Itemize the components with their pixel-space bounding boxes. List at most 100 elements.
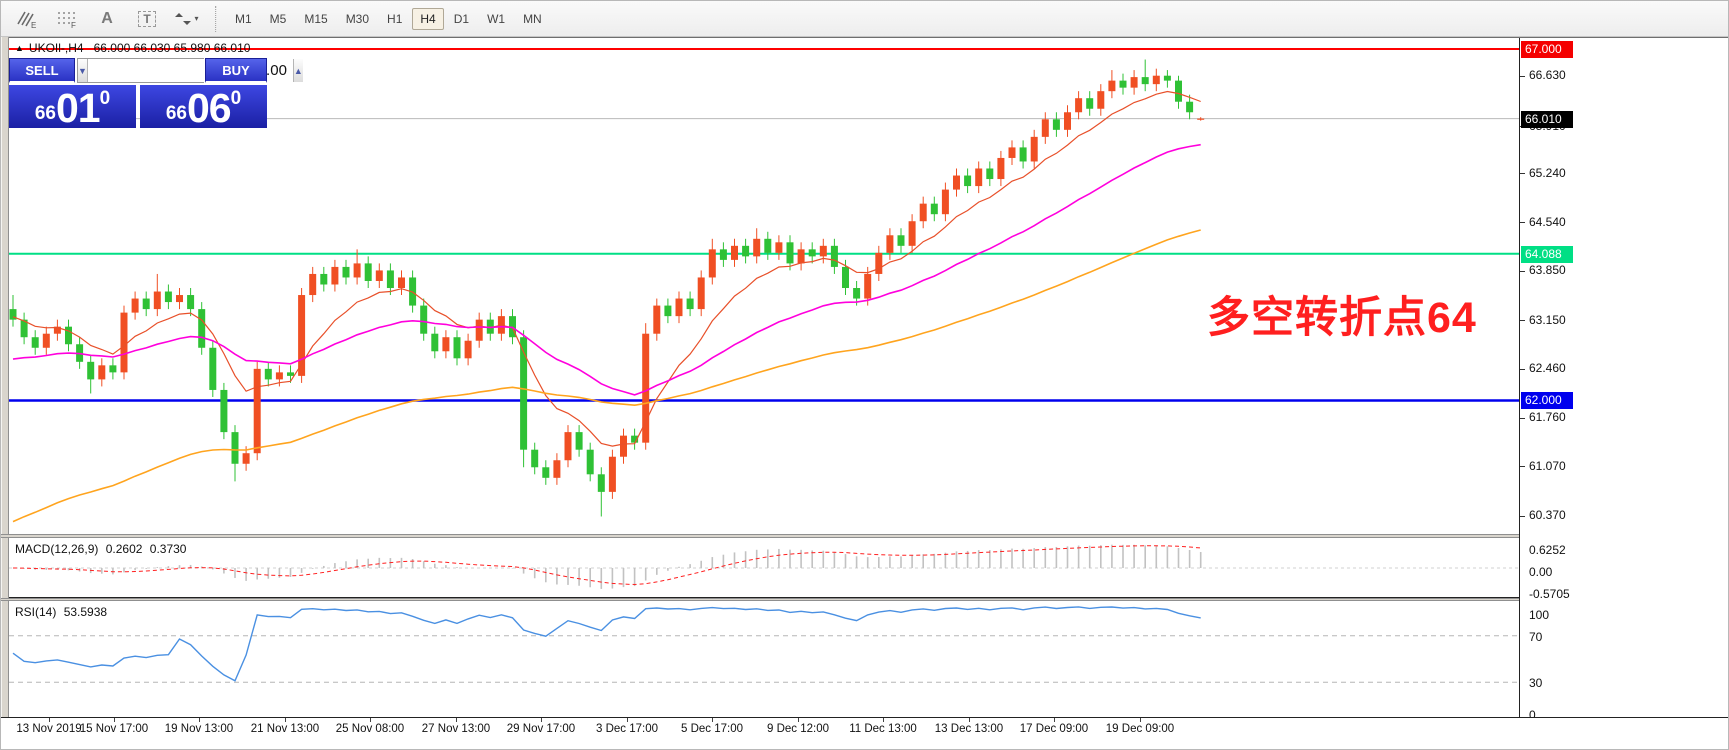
macd-signal-line xyxy=(12,545,1201,586)
time-tick xyxy=(627,718,628,722)
macd-axis-label: 0.6252 xyxy=(1529,543,1566,557)
one-click-trade-panel: SELL ▼ ▲ BUY 66 01 0 66 06 0 xyxy=(9,58,303,132)
rsi-name: RSI(14) xyxy=(15,605,57,619)
time-tick xyxy=(712,718,713,722)
fast-ma-line xyxy=(12,90,1201,447)
macd-axis-label: 0.00 xyxy=(1529,565,1553,579)
macd-main-value: 0.2602 xyxy=(105,542,143,556)
time-tick xyxy=(49,718,50,722)
buy-price-small: 66 xyxy=(165,103,187,124)
chart-annotation-text: 多空转折点64 xyxy=(1207,294,1477,342)
time-tick xyxy=(370,718,371,722)
tf-button-M1[interactable]: M1 xyxy=(235,11,252,26)
grid-icon[interactable]: F xyxy=(51,6,83,32)
tf-button-H4[interactable]: H4 xyxy=(412,7,444,30)
price-axis[interactable]: 66.63065.91065.24064.54063.85063.15062.4… xyxy=(1519,38,1728,722)
time-label: 27 Nov 13:00 xyxy=(421,723,491,735)
toolbar-separator xyxy=(215,5,217,32)
candles-layer xyxy=(9,59,1205,517)
tf-button-M5[interactable]: M5 xyxy=(269,11,287,26)
macd-axis-label: -0.5705 xyxy=(1529,587,1570,601)
dropdown-caret-icon: ▾ xyxy=(194,14,199,23)
price-badge-67.000: 67.000 xyxy=(1521,40,1573,58)
rsi-axis-label: 30 xyxy=(1529,676,1543,690)
volume-increase-button[interactable]: ▲ xyxy=(292,59,303,82)
time-tick xyxy=(1140,718,1141,722)
toolbar: E F A T ▾ M1 M5 M15 M30 H1 H4 D1 W1 MN xyxy=(1,1,1728,37)
rsi-value: 53.5938 xyxy=(63,605,108,619)
price-tick-dash xyxy=(1520,320,1525,322)
pane-splitter-macd[interactable] xyxy=(1,534,1728,538)
time-label: 29 Nov 17:00 xyxy=(506,723,576,735)
chart-top-border xyxy=(1,37,1728,38)
time-tick xyxy=(883,718,884,722)
text-label-icon[interactable]: A xyxy=(101,9,113,27)
buy-button[interactable]: BUY xyxy=(205,58,267,83)
rsi-line xyxy=(12,606,1201,682)
price-tick-label: 65.240 xyxy=(1529,165,1566,180)
tf-button-W1[interactable]: W1 xyxy=(487,11,506,26)
tf-button-MN[interactable]: MN xyxy=(523,11,542,26)
pane-splitter-rsi[interactable] xyxy=(1,598,1728,601)
arrange-windows-icon[interactable]: ▾ xyxy=(171,6,203,32)
time-tick xyxy=(969,718,970,722)
time-label: 15 Nov 17:00 xyxy=(79,723,149,735)
price-tick-dash xyxy=(1520,515,1525,517)
macd-signal-value: 0.3730 xyxy=(149,542,187,556)
time-label: 13 Dec 13:00 xyxy=(934,723,1004,735)
time-label: 25 Nov 08:00 xyxy=(335,723,405,735)
macd-histogram xyxy=(23,544,1202,589)
tf-button-D1[interactable]: D1 xyxy=(453,11,470,26)
time-label: 17 Dec 09:00 xyxy=(1019,723,1089,735)
rsi-indicator-plot[interactable] xyxy=(9,601,1519,717)
price-tick-dash xyxy=(1520,75,1525,77)
time-label: 9 Dec 12:00 xyxy=(766,723,830,735)
buy-price-big: 06 xyxy=(186,85,232,132)
price-tick-label: 61.760 xyxy=(1529,410,1566,425)
macd-label: MACD(12,26,9) 0.2602 0.3730 xyxy=(15,542,190,556)
sell-price-quote[interactable]: 66 01 0 xyxy=(9,85,136,129)
medium-ma-line xyxy=(12,143,1201,396)
chart-pattern-icon[interactable]: E xyxy=(11,6,43,32)
rsi-axis-label: 0 xyxy=(1529,708,1536,722)
tf-button-M30[interactable]: M30 xyxy=(345,11,370,26)
time-tick xyxy=(1054,718,1055,722)
price-tick-dash xyxy=(1520,368,1525,370)
time-tick xyxy=(541,718,542,722)
price-badge-62.000: 62.000 xyxy=(1521,392,1573,410)
buy-price-sup: 0 xyxy=(230,88,242,109)
rsi-label: RSI(14) 53.5938 xyxy=(15,605,111,619)
time-tick xyxy=(199,718,200,722)
sell-price-sup: 0 xyxy=(99,88,111,109)
price-tick-label: 66.630 xyxy=(1529,68,1566,82)
time-axis[interactable]: 13 Nov 2019 15 Nov 17:00 19 Nov 13:00 21 No… xyxy=(1,717,1728,749)
price-tick-label: 63.850 xyxy=(1529,263,1566,278)
time-tick xyxy=(798,718,799,722)
price-badge-64.088: 64.088 xyxy=(1521,245,1573,263)
time-tick xyxy=(456,718,457,722)
rsi-axis-label: 70 xyxy=(1529,630,1543,644)
time-tick xyxy=(285,718,286,722)
time-label: 13 Nov 2019 xyxy=(16,723,82,735)
chart-symbol-title: ▲ UKOIl-,H4 66.000 66.030 65.980 66.010 xyxy=(15,41,250,55)
price-tick-label: 62.460 xyxy=(1529,361,1566,376)
macd-name: MACD(12,26,9) xyxy=(15,542,99,556)
sell-button[interactable]: SELL xyxy=(9,58,75,83)
timeframe-group: M1 M5 M15 M30 H1 H4 D1 W1 MN xyxy=(227,7,552,30)
ohlc-values: 66.000 66.030 65.980 66.010 xyxy=(93,41,251,55)
tf-button-M15[interactable]: M15 xyxy=(304,11,328,26)
rsi-axis-label: 100 xyxy=(1529,608,1550,622)
text-box-icon[interactable]: T xyxy=(131,6,163,32)
time-label: 11 Dec 13:00 xyxy=(849,723,917,735)
symbol-timeframe-label: UKOIl-,H4 xyxy=(28,41,84,55)
svg-text:E: E xyxy=(31,21,36,29)
volume-decrease-button[interactable]: ▼ xyxy=(78,59,88,82)
collapse-arrow-icon: ▲ xyxy=(15,43,24,53)
buy-price-quote[interactable]: 66 06 0 xyxy=(140,85,267,132)
tf-button-H1[interactable]: H1 xyxy=(387,11,403,26)
volume-stepper: ▼ ▲ xyxy=(77,58,303,83)
macd-indicator-plot[interactable] xyxy=(9,538,1519,598)
price-tick-dash xyxy=(1520,222,1525,224)
time-label: 21 Nov 13:00 xyxy=(250,723,320,735)
